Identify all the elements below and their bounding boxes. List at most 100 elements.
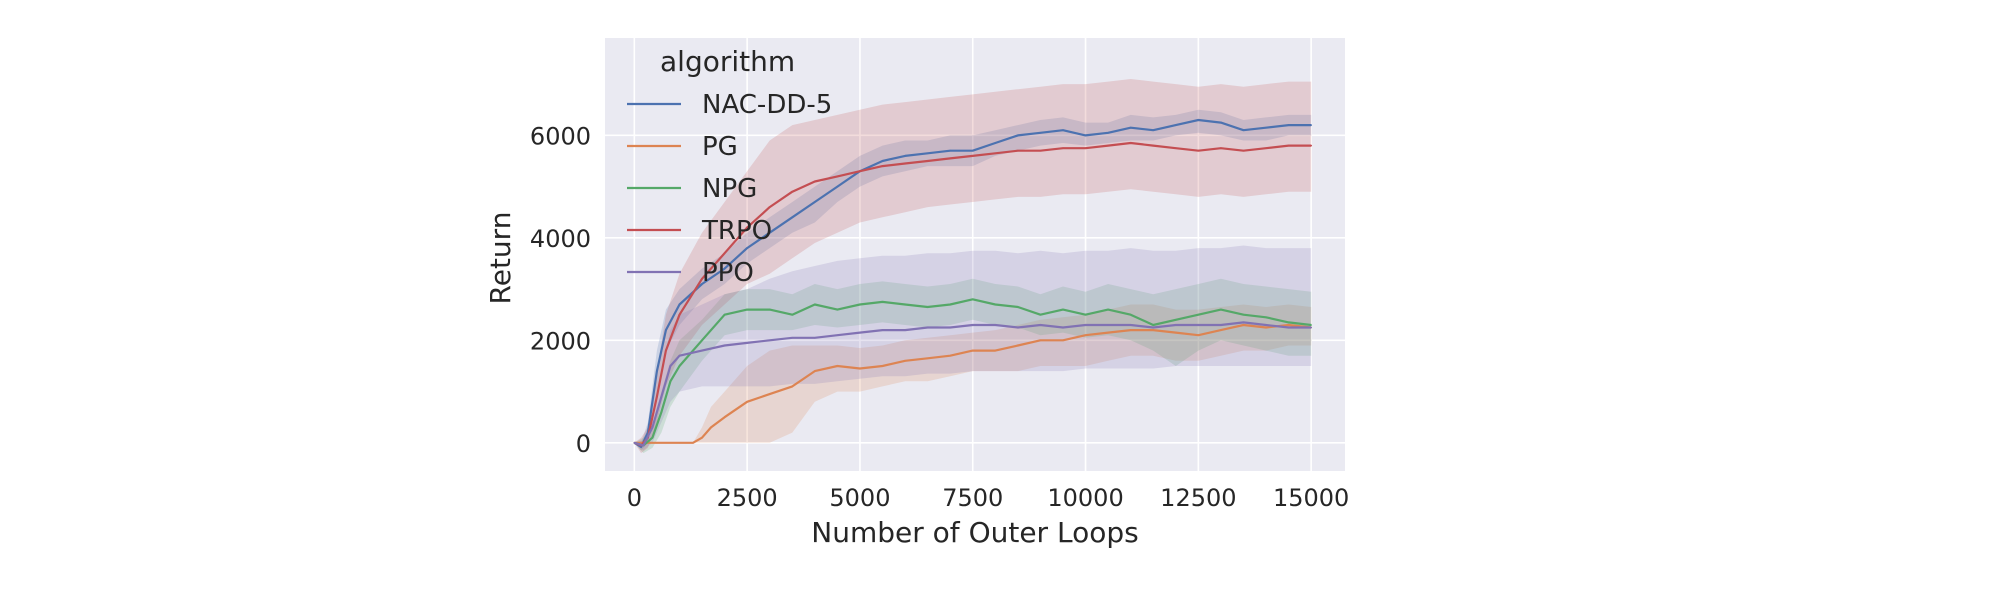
data-point-nac-dd-5 (881, 160, 884, 162)
data-point-nac-dd-5 (904, 155, 906, 157)
data-point-nac-dd-5 (1242, 129, 1245, 131)
data-point-pg (1129, 329, 1132, 331)
data-point-npg (1175, 319, 1177, 321)
data-point-trpo (1220, 147, 1222, 149)
data-point-pg (1017, 344, 1019, 347)
data-point-ppo (660, 395, 663, 398)
y-tick-label: 4000 (530, 225, 591, 253)
data-point-npg (723, 313, 726, 316)
data-point-nac-dd-5 (1265, 126, 1267, 129)
x-tick-label: 2500 (717, 484, 778, 512)
data-point-nac-dd-5 (701, 283, 703, 285)
data-point-pg (723, 416, 726, 419)
legend-title: algorithm (660, 45, 795, 78)
data-point-nac-dd-5 (768, 231, 771, 234)
data-point-npg (651, 436, 654, 439)
data-point-trpo (723, 252, 726, 254)
data-point-npg (926, 306, 929, 308)
data-point-nac-dd-5 (656, 370, 658, 372)
series-line-nac-dd-5 (633, 118, 1312, 448)
data-point-trpo (1107, 144, 1109, 147)
data-point-trpo (1175, 147, 1177, 149)
data-point-ppo (1084, 324, 1087, 326)
data-point-npg (814, 303, 816, 306)
legend-label-npg: NPG (702, 174, 757, 204)
data-point-pg (994, 349, 997, 352)
series-line-ppo (633, 321, 1312, 447)
data-point-npg (1129, 313, 1132, 316)
data-point-npg (660, 411, 663, 413)
data-point-npg (1107, 308, 1109, 311)
data-point-ppo (1287, 326, 1290, 329)
data-point-pg (949, 354, 951, 357)
data-point-nac-dd-5 (1017, 134, 1019, 137)
data-point-pg (791, 385, 794, 388)
data-point-nac-dd-5 (1287, 124, 1290, 126)
data-point-ppo (859, 331, 861, 334)
data-point-ppo (1062, 326, 1064, 329)
data-point-nac-dd-5 (1039, 132, 1042, 134)
data-point-ppo (669, 365, 672, 367)
data-point-ppo (1310, 326, 1312, 329)
data-point-nac-dd-5 (926, 152, 929, 155)
data-point-trpo (926, 160, 929, 162)
data-point-trpo (1084, 147, 1087, 149)
data-point-pg (692, 442, 694, 444)
data-point-trpo (768, 206, 771, 208)
band-ppo (634, 245, 1312, 451)
legend-label-ppo: PPO (702, 258, 754, 288)
data-point-trpo (1129, 142, 1132, 144)
data-point-nac-dd-5 (640, 446, 642, 448)
data-point-nac-dd-5 (1107, 132, 1109, 134)
data-point-ppo (651, 426, 654, 429)
data-point-trpo (859, 170, 861, 172)
data-point-pg (710, 426, 712, 429)
data-point-npg (1017, 306, 1019, 308)
data-point-pg (1062, 339, 1064, 342)
data-point-nac-dd-5 (723, 267, 726, 270)
data-point-npg (791, 313, 794, 316)
data-point-trpo (678, 313, 681, 316)
band-npg (634, 278, 1312, 454)
data-point-trpo (701, 278, 703, 280)
grid-lines (605, 38, 1345, 471)
data-point-pg (1107, 331, 1109, 334)
y-tick-label: 2000 (530, 327, 591, 355)
data-point-pg (904, 360, 906, 362)
data-point-ppo (1242, 321, 1245, 324)
data-point-ppo (1017, 326, 1019, 329)
data-point-pg (1175, 331, 1177, 334)
data-point-npg (1287, 321, 1290, 324)
data-point-trpo (814, 180, 816, 183)
data-point-npg (669, 380, 672, 383)
data-point-pg (1152, 329, 1154, 331)
data-point-nac-dd-5 (994, 142, 997, 144)
data-point-nac-dd-5 (1197, 119, 1200, 121)
data-point-nac-dd-5 (836, 185, 839, 188)
x-tick-label: 7500 (942, 484, 1003, 512)
data-point-trpo (1242, 149, 1245, 152)
data-point-nac-dd-5 (665, 329, 667, 331)
data-point-npg (1062, 308, 1064, 311)
data-point-pg (746, 401, 748, 403)
data-point-pg (814, 370, 816, 372)
data-point-nac-dd-5 (1220, 121, 1222, 124)
data-point-ppo (1107, 324, 1109, 326)
data-point-ppo (881, 329, 884, 331)
data-point-pg (1084, 334, 1087, 337)
data-point-trpo (665, 349, 667, 352)
data-point-pg (926, 357, 929, 360)
data-point-trpo (1265, 147, 1267, 149)
data-point-nac-dd-5 (1152, 129, 1154, 131)
x-tick-label: 10000 (1047, 484, 1123, 512)
data-point-pg (678, 442, 681, 444)
data-point-ppo (971, 324, 974, 326)
band-nac-dd-5 (634, 109, 1312, 451)
data-point-ppo (1152, 326, 1154, 329)
x-tick-label: 12500 (1160, 484, 1236, 512)
y-axis-label: Return (484, 212, 517, 305)
data-point-nac-dd-5 (1084, 134, 1087, 137)
data-point-pg (859, 367, 861, 370)
data-point-ppo (1175, 324, 1177, 326)
data-point-npg (859, 303, 861, 306)
